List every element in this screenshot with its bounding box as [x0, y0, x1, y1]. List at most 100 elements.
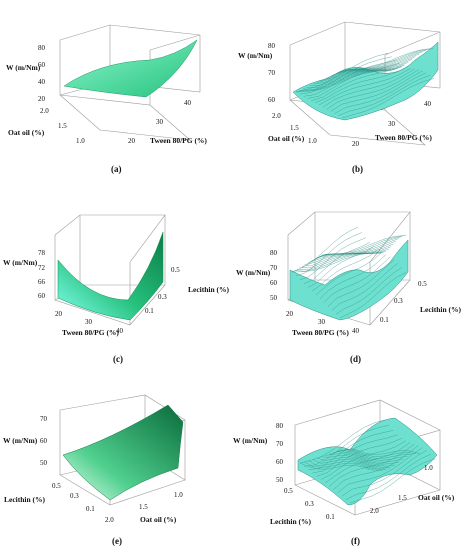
y-tick-label: 0.3 [70, 492, 79, 500]
x-axis-label: Oat oil (%) [268, 134, 305, 143]
y-tick-label: 0.3 [158, 293, 167, 301]
mesh-line [307, 246, 375, 288]
mesh-line [320, 440, 406, 480]
surface-a [63, 39, 198, 98]
mesh-line [320, 62, 409, 82]
x-axis-label: Tween 80/PG (%) [62, 328, 119, 337]
z-axis-ticks: 70 60 50 [40, 415, 48, 467]
y-tick-label: 0.3 [394, 297, 403, 305]
z-tick-label: 72 [38, 264, 46, 272]
surface-b [292, 41, 439, 121]
x-tick-label: 1.0 [308, 137, 317, 145]
y-axis-label: Oat oil (%) [418, 493, 455, 502]
z-axis-ticks: 78 72 66 60 [38, 249, 46, 300]
y-axis-ticks: 0.5 0.3 0.1 [52, 482, 95, 513]
z-tick-label: 60 [270, 279, 278, 287]
x-tick-label: 2.0 [272, 112, 281, 120]
mesh-line [315, 252, 383, 296]
panel-e: 70 60 50 W (m/Nm) 2.0 1.5 1.0 Oat oil (%… [3, 394, 186, 546]
mesh-line [323, 256, 391, 303]
x-axis-ticks: 2.0 1.5 1.0 [272, 112, 317, 145]
panel-label: (f) [351, 536, 360, 546]
z-tick-label: 80 [38, 44, 46, 52]
z-tick-label: 40 [38, 78, 46, 86]
x-tick-label: 1.0 [174, 491, 183, 499]
z-tick-label: 60 [38, 292, 46, 300]
mesh-line [295, 53, 389, 93]
z-tick-label: 20 [38, 95, 46, 103]
panel-label: (b) [352, 164, 363, 174]
x-axis-ticks: 20 30 40 [286, 310, 360, 335]
x-tick-label: 2.0 [40, 107, 49, 115]
y-tick-label: 30 [388, 120, 396, 128]
mesh-line [299, 462, 371, 471]
mesh-line [324, 442, 411, 484]
x-tick-label: 30 [85, 318, 93, 326]
y-tick-label: 0.1 [145, 307, 154, 315]
x-tick-label: 20 [286, 310, 294, 318]
y-tick-label: 20 [128, 137, 136, 145]
y-tick-label: 0.5 [418, 280, 427, 288]
wireframe-grid [291, 227, 407, 319]
mesh-line [307, 63, 400, 99]
y-tick-label: 40 [424, 100, 432, 108]
z-tick-label: 80 [276, 422, 284, 430]
surface-f [297, 417, 438, 506]
y-tick-label: 20 [352, 140, 360, 148]
mesh-line [345, 449, 416, 457]
x-axis-ticks: 20 30 40 [55, 310, 124, 335]
y-tick-label: 40 [184, 99, 192, 107]
mesh-line [349, 447, 421, 455]
x-axis-ticks: 2.0 1.5 1.0 [105, 491, 183, 524]
mesh-line [315, 67, 408, 103]
mesh-line [349, 458, 436, 504]
z-axis-ticks: 80 70 60 50 [276, 422, 284, 484]
z-tick-label: 50 [270, 294, 278, 302]
z-tick-label: 78 [38, 249, 46, 257]
x-tick-label: 30 [318, 318, 326, 326]
mesh-line [338, 75, 431, 116]
x-axis-ticks: 2.0 1.5 1.0 [40, 107, 85, 145]
mesh-line [301, 251, 387, 267]
mesh-line [321, 235, 407, 256]
mesh-line [311, 65, 404, 101]
y-axis-ticks: 20 30 40 [352, 100, 432, 148]
mesh-line [295, 71, 385, 93]
y-tick-label: 0.5 [52, 482, 61, 490]
y-tick-label: 0.1 [380, 316, 389, 324]
mesh-line [330, 70, 423, 112]
panel-label: (a) [111, 164, 122, 174]
x-axis-label: Oat oil (%) [140, 515, 177, 524]
mesh-line [333, 449, 404, 463]
z-tick-label: 70 [268, 69, 276, 77]
x-tick-label: 0.5 [284, 487, 293, 495]
x-axis-ticks: 0.5 0.3 0.1 [284, 487, 335, 521]
x-tick-label: 2.0 [105, 516, 114, 524]
y-axis-label: Tween 80/PG (%) [150, 136, 207, 145]
mesh-line [299, 56, 392, 95]
surface-e [62, 404, 184, 501]
x-tick-label: 40 [352, 327, 360, 335]
mesh-line [337, 447, 423, 494]
x-tick-label: 1.5 [58, 122, 67, 130]
y-axis-label: Lecithin (%) [188, 285, 230, 294]
mesh-line [316, 438, 402, 477]
wireframe-grid [295, 48, 435, 119]
y-tick-label: 0.1 [86, 505, 95, 513]
z-tick-label: 66 [38, 278, 46, 286]
mesh-line [341, 78, 435, 119]
mesh-line [322, 68, 415, 108]
mesh-line [341, 450, 427, 497]
z-axis-ticks: 80 70 60 [268, 42, 276, 104]
z-tick-label: 60 [276, 458, 284, 466]
panel-c: 78 72 66 60 W (m/Nm) 20 30 40 Tween 80/P… [3, 214, 230, 364]
z-tick-label: 80 [268, 42, 276, 50]
x-axis-label: Oat oil (%) [8, 128, 45, 137]
x-tick-label: 0.3 [305, 500, 314, 508]
z-axis-ticks: 80 70 60 50 [270, 249, 278, 302]
mesh-line [319, 254, 387, 299]
x-axis-label: Lecithin (%) [270, 517, 312, 526]
surface-c [57, 231, 164, 321]
mesh-line [318, 68, 412, 106]
mesh-line [303, 60, 396, 97]
